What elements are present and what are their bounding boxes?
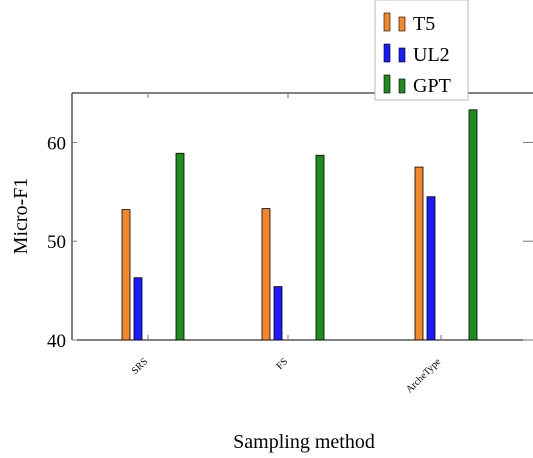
- legend-label: T5: [413, 13, 435, 35]
- bar-t5-srs: [121, 209, 131, 341]
- bar-ul2-archetype: [426, 196, 436, 341]
- bar-t5-fs: [261, 208, 271, 341]
- x-tick-label: FS: [274, 356, 290, 372]
- y-axis-ticks: 40 50 60: [47, 133, 533, 352]
- bar-ul2-srs: [133, 277, 143, 341]
- legend-swatch: [398, 78, 406, 94]
- bar-gpt-archetype: [468, 109, 478, 341]
- x-tick-label: SRS: [130, 356, 150, 376]
- legend-swatch: [383, 12, 391, 32]
- legend-label: UL2: [413, 44, 450, 66]
- bar-marks: [121, 109, 478, 341]
- bar-ul2-fs: [273, 286, 283, 341]
- bar-gpt-fs: [315, 154, 325, 341]
- bar-gpt-srs: [175, 152, 185, 341]
- legend-swatch: [383, 43, 391, 63]
- x-axis-label: Sampling method: [233, 431, 375, 453]
- bar-t5-archetype: [414, 166, 424, 341]
- y-tick-label: 50: [47, 232, 66, 253]
- legend-swatch: [383, 74, 391, 94]
- legend-label: GPT: [413, 75, 451, 97]
- y-tick-label: 40: [47, 331, 66, 352]
- y-tick-label: 60: [47, 133, 66, 154]
- legend-swatch: [398, 16, 406, 32]
- legend-swatch: [398, 47, 406, 63]
- legend: T5 UL2 GPT: [374, 0, 469, 101]
- legend-box: [374, 0, 469, 101]
- x-tick-label: ArcheType: [404, 356, 443, 395]
- y-axis-label: Micro-F1: [10, 178, 32, 255]
